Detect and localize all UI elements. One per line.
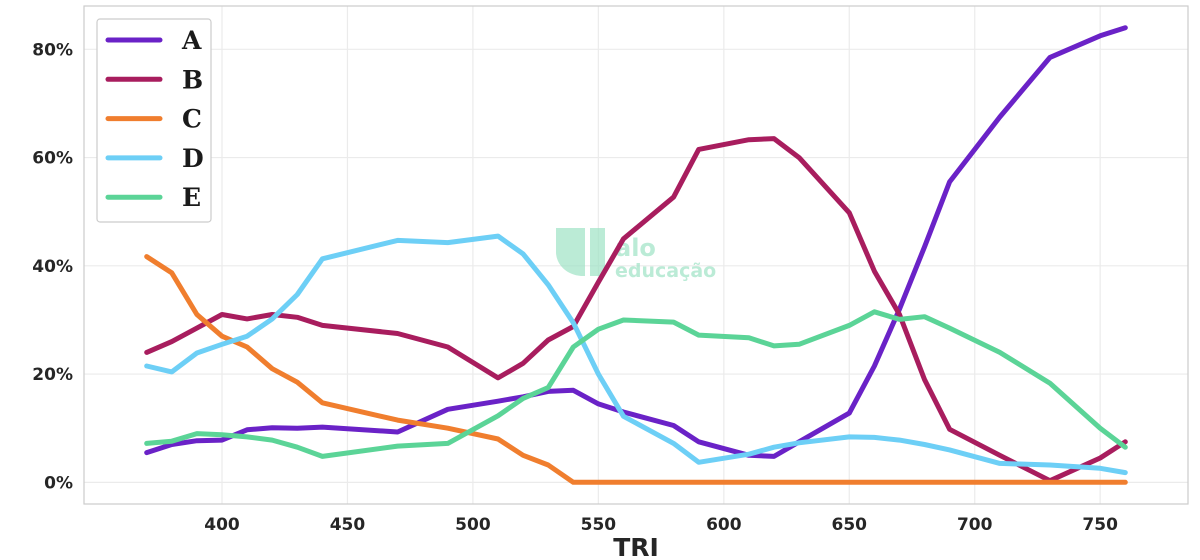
y-tick-label: 0% <box>44 473 73 493</box>
x-axis-title: TRI <box>613 533 659 560</box>
y-axis-ticks: 0% 20% 40% 60% 80% <box>32 40 73 493</box>
plot-frame <box>83 5 1189 505</box>
watermark-line2: educação <box>615 260 716 282</box>
series-line-a <box>144 25 1128 459</box>
watermark: alo educação <box>555 228 716 282</box>
series-lines <box>144 25 1128 485</box>
series-line-c <box>144 254 1128 485</box>
series-line-d <box>144 233 1128 476</box>
x-tick-label: 650 <box>832 515 868 535</box>
x-axis-ticks: 400 450 500 550 600 650 700 750 <box>204 515 1118 535</box>
x-tick-label: 550 <box>581 515 617 535</box>
x-tick-label: 700 <box>957 515 993 535</box>
legend-label-c: C <box>182 105 202 134</box>
y-tick-label: 60% <box>32 149 73 169</box>
x-tick-label: 400 <box>204 515 240 535</box>
watermark-logo-icon <box>555 228 605 276</box>
x-tick-label: 750 <box>1082 515 1118 535</box>
x-tick-label: 500 <box>455 515 491 535</box>
x-tick-label: 450 <box>330 515 366 535</box>
y-tick-label: 20% <box>32 365 73 385</box>
legend-label-a: A <box>181 26 202 55</box>
y-tick-label: 40% <box>32 257 73 277</box>
x-tick-label: 600 <box>706 515 742 535</box>
y-tick-label: 80% <box>32 40 73 60</box>
legend-label-d: D <box>182 144 204 173</box>
series-line-b <box>144 136 1128 484</box>
legend-label-b: B <box>182 65 203 94</box>
series-line-e <box>144 309 1128 459</box>
legend-label-e: E <box>182 183 201 212</box>
